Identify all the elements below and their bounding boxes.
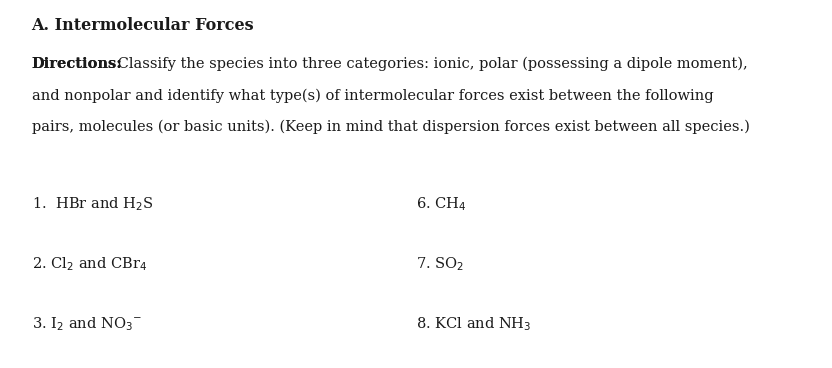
Text: 1.  HBr and H$_2$S: 1. HBr and H$_2$S (32, 195, 153, 213)
Text: pairs, molecules (or basic units). (Keep in mind that dispersion forces exist be: pairs, molecules (or basic units). (Keep… (32, 120, 750, 134)
Text: 3. I$_2$ and NO$_3$$^{-}$: 3. I$_2$ and NO$_3$$^{-}$ (32, 315, 141, 333)
Text: 6. CH$_4$: 6. CH$_4$ (416, 195, 467, 213)
Text: Classify the species into three categories: ionic, polar (possessing a dipole mo: Classify the species into three categori… (113, 57, 748, 71)
Text: Directions: Classify the species into three categories: ionic, polar (possessing: Directions: Classify the species into th… (32, 57, 748, 71)
Text: Directions:: Directions: (32, 57, 122, 71)
Text: 7. SO$_2$: 7. SO$_2$ (416, 255, 464, 273)
Text: and nonpolar and identify what type(s) of intermolecular forces exist between th: and nonpolar and identify what type(s) o… (32, 88, 713, 103)
Text: Directions:: Directions: (32, 57, 122, 71)
Text: A. Intermolecular Forces: A. Intermolecular Forces (32, 17, 255, 33)
Text: 2. Cl$_2$ and CBr$_4$: 2. Cl$_2$ and CBr$_4$ (32, 255, 147, 273)
Text: 8. KCl and NH$_3$: 8. KCl and NH$_3$ (416, 315, 532, 333)
